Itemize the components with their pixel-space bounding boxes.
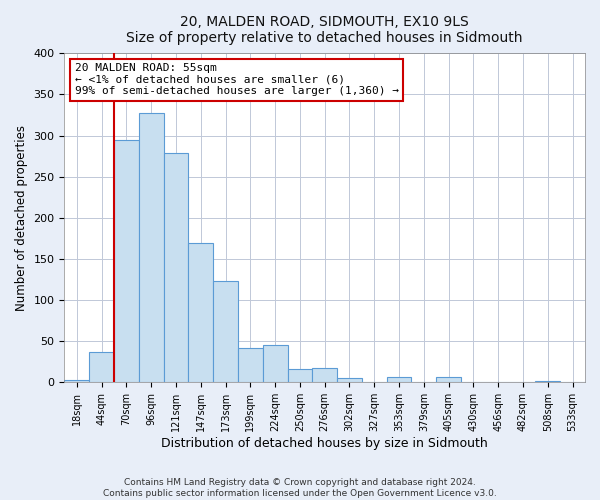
X-axis label: Distribution of detached houses by size in Sidmouth: Distribution of detached houses by size … [161, 437, 488, 450]
Bar [313, 368, 337, 382]
Bar [164, 153, 188, 382]
Bar [386, 378, 412, 382]
Bar [188, 244, 213, 382]
Bar [535, 380, 560, 382]
Text: Contains HM Land Registry data © Crown copyright and database right 2024.
Contai: Contains HM Land Registry data © Crown c… [103, 478, 497, 498]
Title: 20, MALDEN ROAD, SIDMOUTH, EX10 9LS
Size of property relative to detached houses: 20, MALDEN ROAD, SIDMOUTH, EX10 9LS Size… [127, 15, 523, 45]
Bar [89, 352, 114, 382]
Bar [64, 380, 89, 382]
Bar [238, 348, 263, 382]
Bar [213, 281, 238, 382]
Bar [139, 112, 164, 382]
Bar [287, 369, 313, 382]
Bar [114, 140, 139, 382]
Text: 20 MALDEN ROAD: 55sqm
← <1% of detached houses are smaller (6)
99% of semi-detac: 20 MALDEN ROAD: 55sqm ← <1% of detached … [75, 63, 399, 96]
Bar [263, 344, 287, 383]
Y-axis label: Number of detached properties: Number of detached properties [15, 125, 28, 311]
Bar [337, 378, 362, 382]
Bar [436, 376, 461, 382]
